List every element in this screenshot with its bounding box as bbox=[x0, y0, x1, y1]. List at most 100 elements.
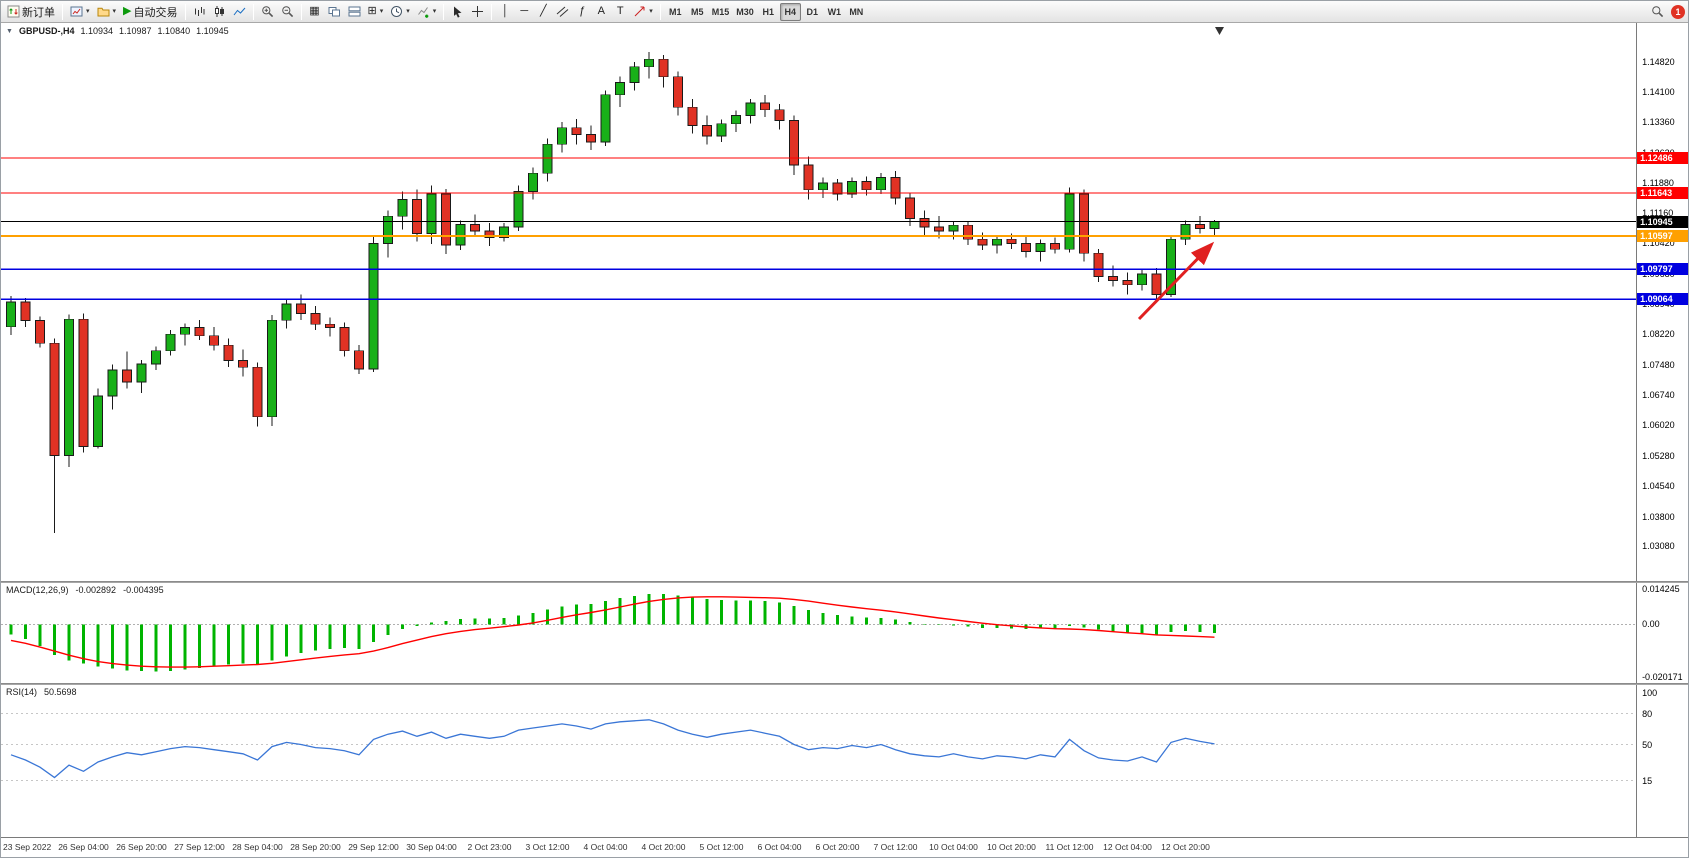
candle-body bbox=[194, 327, 205, 337]
candle-body bbox=[368, 242, 379, 370]
price-axis-label: 1.10420 bbox=[1642, 238, 1675, 249]
cascade-windows-button[interactable] bbox=[325, 3, 344, 21]
timeframe-h4-button[interactable]: H4 bbox=[779, 2, 801, 21]
price-axis-label: 1.03800 bbox=[1642, 511, 1675, 522]
rsi-axis-label: 15 bbox=[1642, 775, 1653, 786]
chevron-down-icon: ▾ bbox=[379, 8, 384, 15]
tile-horizontal-button[interactable] bbox=[345, 3, 364, 21]
timeframe-d1-button[interactable]: D1 bbox=[806, 6, 819, 17]
search-button[interactable] bbox=[1648, 3, 1667, 21]
chevron-down-icon: ▾ bbox=[112, 8, 117, 15]
candle-body bbox=[832, 182, 843, 195]
collapse-icon[interactable]: ▼ bbox=[6, 27, 13, 35]
rsi-scale[interactable]: 100 80 50 15 bbox=[1636, 685, 1688, 837]
timeframe-h1-button[interactable]: H1 bbox=[762, 6, 775, 17]
candle-body bbox=[78, 318, 89, 447]
zoom-out-icon bbox=[281, 6, 293, 18]
time-axis-label: 10 Oct 04:00 bbox=[929, 842, 978, 852]
timeframe-m30-button[interactable]: M30 bbox=[736, 6, 754, 17]
trend-arrow-annotation[interactable] bbox=[1137, 241, 1215, 321]
vertical-line-tool-button[interactable]: │ bbox=[496, 3, 514, 21]
candle-body bbox=[354, 350, 364, 370]
macd-scale[interactable]: 0.014245 0.00 -0.020171 bbox=[1636, 583, 1688, 683]
timeframe-m5-button[interactable]: M5 bbox=[691, 6, 704, 17]
time-axis-label: 26 Sep 20:00 bbox=[116, 842, 167, 852]
candle-body bbox=[1151, 273, 1162, 295]
profiles-button[interactable]: ▾ bbox=[94, 3, 120, 21]
candle-body bbox=[1079, 193, 1089, 254]
bar-chart-icon bbox=[194, 7, 204, 16]
crosshair-icon bbox=[472, 6, 484, 17]
timeframe-w1-button[interactable]: W1 bbox=[827, 6, 842, 17]
time-axis-label: 23 Sep 2022 bbox=[3, 842, 52, 852]
macd-plot[interactable]: MACD(12,26,9) -0.002892 -0.004395 bbox=[1, 583, 1637, 683]
line-chart-type-button[interactable] bbox=[230, 3, 249, 21]
toolbar-separator bbox=[62, 3, 63, 20]
text-tool-button[interactable]: A bbox=[592, 3, 610, 21]
candle-body bbox=[455, 224, 466, 246]
macd-histogram bbox=[9, 593, 1216, 672]
timeframe-mn-button[interactable]: MN bbox=[849, 6, 864, 17]
candlestick-chart-type-button[interactable] bbox=[210, 3, 229, 21]
zoom-in-button[interactable] bbox=[258, 3, 277, 21]
zoom-out-button[interactable] bbox=[278, 3, 297, 21]
crosshair-button[interactable] bbox=[468, 3, 487, 21]
time-axis-label: 28 Sep 20:00 bbox=[290, 842, 341, 852]
panel-splitter[interactable] bbox=[1, 581, 1688, 583]
bar-chart-type-button[interactable] bbox=[190, 3, 209, 21]
toolbar-separator bbox=[659, 3, 661, 20]
candle-body bbox=[600, 94, 611, 143]
panel-splitter[interactable] bbox=[1, 683, 1688, 685]
shift-marker-icon[interactable] bbox=[1215, 27, 1224, 35]
clock-icon bbox=[391, 6, 403, 17]
candle-body bbox=[774, 109, 785, 121]
macd-chart[interactable] bbox=[1, 583, 1637, 683]
candle-body bbox=[1137, 273, 1147, 286]
timeframe-m1-button[interactable]: M1 bbox=[669, 6, 682, 17]
rsi-chart[interactable] bbox=[1, 685, 1637, 837]
rsi-plot[interactable]: RSI(14) 50.5698 bbox=[1, 685, 1637, 837]
horizontal-line-tool-button[interactable]: ─ bbox=[515, 3, 533, 21]
autotrading-button[interactable]: ▶ 自动交易 bbox=[120, 3, 180, 21]
main-chart-plot[interactable]: ▼ GBPUSD-,H4 1.10934 1.10987 1.10840 1.1… bbox=[1, 23, 1637, 581]
new-order-button[interactable]: 新订单 bbox=[4, 3, 58, 21]
rsi-axis-label: 80 bbox=[1642, 708, 1653, 719]
price-axis-label: 1.11160 bbox=[1642, 207, 1674, 218]
arrows-tool-button[interactable]: ▾ bbox=[630, 3, 656, 21]
price-axis-label: 1.07480 bbox=[1642, 359, 1675, 370]
chart-window-button[interactable]: ▾ bbox=[67, 3, 93, 21]
trendline-tool-button[interactable]: ╱ bbox=[534, 3, 552, 21]
candle-body bbox=[267, 319, 277, 418]
candle-body bbox=[963, 224, 973, 240]
tile-windows-icon: ▦ bbox=[309, 5, 320, 17]
indicators-button[interactable]: ▾ bbox=[414, 3, 440, 21]
notification-badge[interactable]: 1 bbox=[1671, 4, 1685, 19]
tile-windows-button[interactable]: ▦ bbox=[306, 3, 324, 21]
candle-body bbox=[861, 181, 872, 191]
candle-body bbox=[847, 181, 857, 195]
candle-body bbox=[528, 172, 538, 192]
candlestick-chart[interactable] bbox=[1, 23, 1637, 581]
price-scale[interactable]: 1.148201.141001.133601.126201.118801.111… bbox=[1636, 23, 1688, 581]
candle-body bbox=[557, 127, 567, 145]
price-badge-1.10597: 1.10597 bbox=[1637, 230, 1688, 243]
fibonacci-tool-button[interactable]: ƒ bbox=[573, 3, 591, 21]
new-chart-grid-button[interactable]: ⊞ ▾ bbox=[365, 3, 387, 21]
channel-tool-button[interactable] bbox=[553, 3, 572, 21]
period-clock-button[interactable]: ▾ bbox=[387, 3, 413, 21]
candle-body bbox=[716, 123, 727, 137]
candle-body bbox=[426, 193, 437, 234]
chart-window-icon bbox=[70, 6, 83, 17]
candle-body bbox=[760, 102, 770, 111]
candle-body bbox=[383, 215, 393, 244]
price-axis-label: 1.06740 bbox=[1642, 390, 1675, 401]
time-axis[interactable]: 23 Sep 2022 26 Sep 04:00 26 Sep 20:00 27 Se… bbox=[1, 837, 1688, 857]
cursor-button[interactable] bbox=[448, 3, 467, 21]
macd-panel: MACD(12,26,9) -0.002892 -0.004395 0.0142… bbox=[1, 583, 1688, 683]
candle-body bbox=[136, 363, 147, 383]
candle-body bbox=[209, 335, 219, 346]
candle-body bbox=[919, 218, 930, 228]
text-label-tool-button[interactable]: T bbox=[611, 3, 629, 21]
candle-body bbox=[890, 176, 901, 199]
timeframe-m15-button[interactable]: M15 bbox=[711, 6, 730, 17]
